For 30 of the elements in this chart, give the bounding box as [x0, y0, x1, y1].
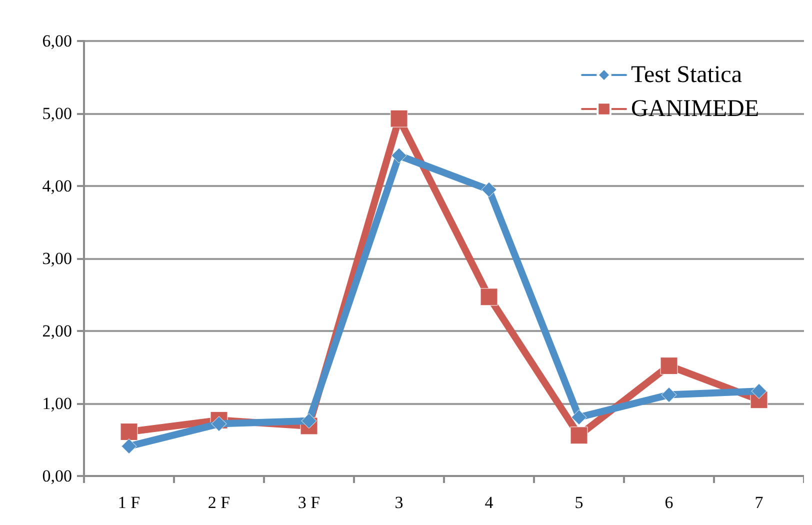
point	[301, 413, 317, 429]
y-tick-label: 0,00	[42, 466, 72, 486]
y-tick-label: 4,00	[42, 176, 72, 196]
point	[661, 387, 677, 403]
x-tick-label: 3 F	[298, 493, 320, 512]
x-tick-label: 1 F	[118, 493, 140, 512]
x-tick-label: 2 F	[208, 493, 230, 512]
y-tick-label: 6,00	[42, 32, 72, 50]
point	[121, 438, 137, 454]
point	[390, 110, 408, 128]
point	[391, 148, 407, 164]
point	[571, 410, 587, 426]
y-tick-label: 2,00	[42, 322, 72, 340]
point	[660, 357, 678, 375]
legend-label: Test Statica	[631, 62, 742, 88]
y-tick-label: 1,00	[42, 394, 72, 413]
point	[211, 416, 227, 432]
point	[751, 383, 767, 399]
point	[570, 426, 588, 444]
point	[120, 423, 138, 441]
x-tick-label: 4	[484, 493, 494, 512]
x-tick-label: 6	[664, 493, 674, 512]
point	[480, 288, 498, 306]
legend-label: GANIMEDE	[631, 96, 760, 122]
point	[481, 182, 497, 198]
x-tick-label: 5	[574, 493, 584, 512]
x-tick-label: 3	[394, 493, 404, 512]
y-tick-label: 5,00	[42, 104, 72, 123]
x-tick-label: 7	[754, 493, 764, 512]
y-tick-label: 3,00	[42, 249, 72, 268]
